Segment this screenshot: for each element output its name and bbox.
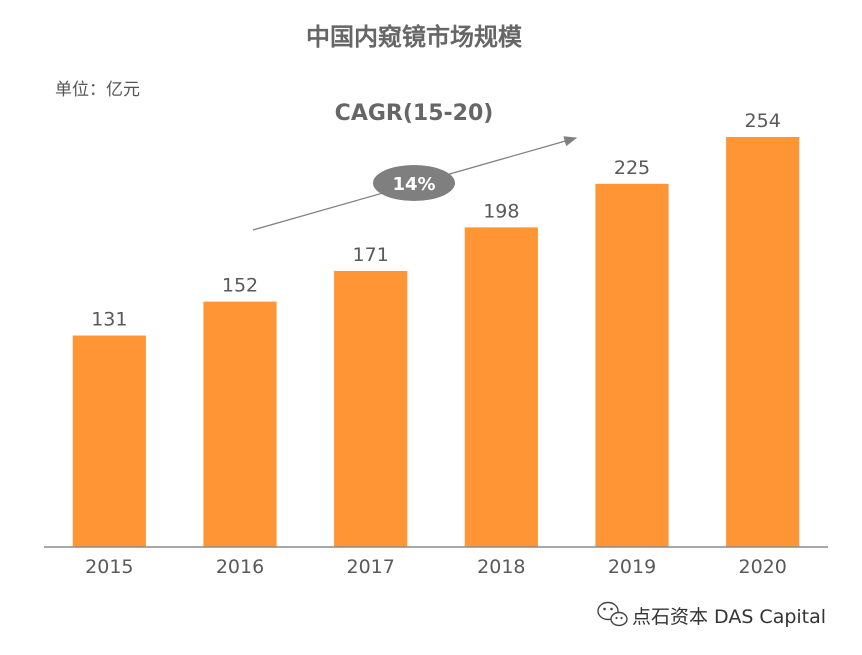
data-label-2018: 198 xyxy=(483,200,519,222)
x-tick-2019: 2019 xyxy=(608,556,656,578)
data-label-2015: 131 xyxy=(91,309,127,331)
unit-label: 单位：亿元 xyxy=(55,80,140,100)
data-label-2020: 254 xyxy=(745,110,781,132)
data-label-2019: 225 xyxy=(614,157,650,179)
cagr-badge xyxy=(373,165,455,201)
bar-2019 xyxy=(595,183,669,548)
x-tick-2018: 2018 xyxy=(477,556,525,578)
wechat-icon xyxy=(597,601,628,627)
bar-2016 xyxy=(203,301,277,547)
bar-2020 xyxy=(726,136,800,547)
chart-title: 中国内窥镜市场规模 xyxy=(306,23,523,51)
data-label-2016: 152 xyxy=(222,275,258,297)
data-label-2017: 171 xyxy=(353,244,389,266)
watermark-text: 点石资本 DAS Capital xyxy=(632,606,826,628)
bar-2015 xyxy=(72,335,146,547)
x-tick-2015: 2015 xyxy=(85,556,133,578)
bars-group: 131 2015 152 2016 171 2017 198 2018 225 2019 254 20… xyxy=(72,110,800,578)
x-tick-2020: 2020 xyxy=(738,556,786,578)
x-tick-2017: 2017 xyxy=(346,556,394,578)
bar-2017 xyxy=(334,270,408,547)
cagr-value: 14% xyxy=(392,174,435,195)
watermark: 点石资本 DAS Capital xyxy=(597,601,826,628)
x-tick-2016: 2016 xyxy=(216,556,264,578)
cagr-label: CAGR(15-20) xyxy=(335,101,494,126)
bar-2018 xyxy=(464,227,538,547)
